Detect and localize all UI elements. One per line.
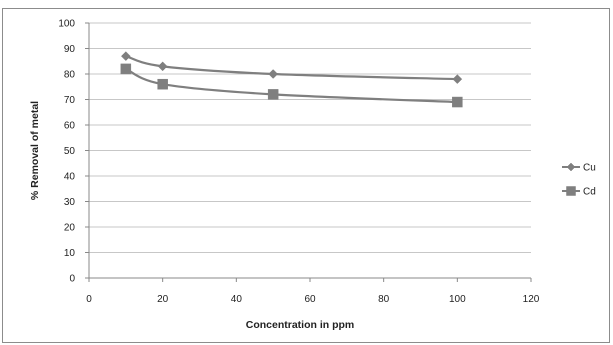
data-point-cd (120, 63, 132, 75)
legend-label-cd: Cd (583, 187, 596, 198)
data-point-cd (157, 78, 168, 90)
gridlines (89, 22, 531, 253)
data-point-cd (267, 89, 279, 100)
x-tick-label: 80 (378, 294, 390, 305)
y-tick-labels: 0 10 20 30 40 50 60 70 80 90 100 (58, 19, 75, 285)
y-tick-label: 90 (64, 44, 76, 55)
legend-label-cu: Cu (583, 163, 596, 174)
y-tick-label: 100 (58, 19, 75, 30)
y-tick-label: 40 (64, 172, 76, 183)
x-tick-label: 120 (523, 294, 540, 305)
y-tick-label: 30 (64, 197, 76, 208)
y-tick-label: 20 (64, 223, 76, 234)
y-tick-label: 60 (64, 121, 76, 132)
series-lines (125, 55, 458, 104)
y-tick-label: 70 (64, 95, 76, 106)
x-axis-label: Concentration in ppm (246, 319, 355, 331)
series-line-cd (125, 67, 458, 104)
x-tick-label: 100 (449, 294, 466, 305)
data-point-cu (452, 74, 463, 84)
y-tick-label: 10 (64, 248, 76, 259)
series-markers (120, 51, 463, 108)
y-tick-label: 80 (64, 70, 76, 81)
series-line-cu (125, 55, 458, 81)
data-point-cu (268, 69, 279, 79)
legend-marker-cu (566, 162, 576, 172)
legend: Cu Cd (562, 163, 596, 198)
x-tick-labels: 0 20 40 60 80 100 120 (86, 294, 540, 305)
y-tick-label: 0 (69, 274, 75, 285)
legend-marker-cd (566, 186, 576, 196)
y-tick-label: 50 (64, 146, 76, 157)
x-tick-label: 0 (86, 294, 92, 305)
data-point-cu (157, 61, 168, 72)
data-point-cd (452, 96, 463, 108)
data-point-cu (120, 51, 131, 62)
axes (85, 22, 532, 282)
x-tick-label: 60 (304, 294, 316, 305)
x-tick-label: 20 (157, 294, 169, 305)
chart-frame (2, 8, 610, 343)
x-tick-label: 40 (231, 294, 243, 305)
y-axis-label: % Removal of metal (29, 101, 41, 200)
